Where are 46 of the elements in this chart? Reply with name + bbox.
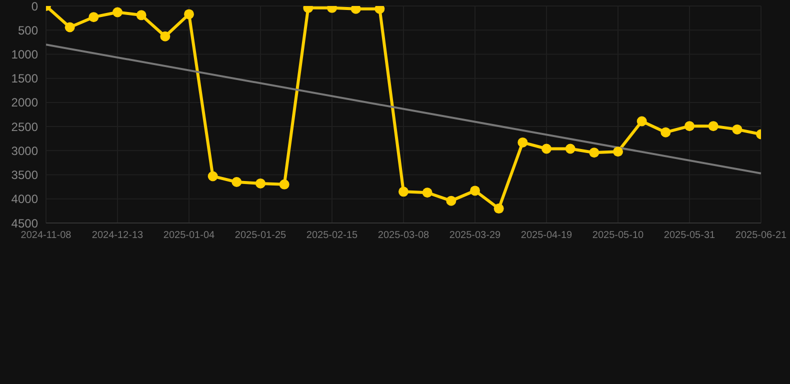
point	[494, 204, 504, 214]
x-tick-label: 2024-11-08	[20, 230, 72, 242]
point	[589, 148, 600, 158]
x-tick-label: 2025-01-25	[234, 230, 287, 242]
point	[708, 121, 718, 132]
point	[470, 186, 480, 196]
point	[422, 188, 432, 198]
point	[184, 9, 194, 20]
y-tick-label: 0	[31, 0, 38, 14]
point	[542, 144, 552, 154]
y-tick-label: 3500	[11, 168, 38, 182]
point	[446, 196, 456, 206]
y-tick-label: 2500	[11, 120, 38, 134]
point	[398, 186, 408, 197]
point	[64, 22, 75, 32]
point	[684, 121, 694, 132]
y-tick-label: 3000	[11, 144, 38, 158]
x-tick-label: 2025-01-04	[163, 230, 216, 242]
x-tick-label: 2025-02-15	[306, 230, 358, 242]
point	[256, 178, 266, 188]
point	[565, 144, 576, 154]
point	[88, 12, 99, 22]
point	[732, 124, 742, 134]
y-tick-label: 1500	[11, 72, 38, 86]
x-tick-label: 2025-03-29	[449, 230, 502, 242]
point	[636, 116, 647, 126]
y-tick-label: 500	[18, 23, 38, 38]
x-tick-label: 2025-04-19	[520, 230, 573, 242]
x-tick-label: 2025-03-08	[378, 230, 430, 242]
point	[208, 171, 218, 182]
x-tick-label: 2025-05-10	[592, 230, 644, 242]
point	[279, 179, 290, 190]
point	[660, 127, 671, 138]
point	[518, 137, 528, 148]
point	[232, 177, 242, 188]
y-tick-label: 1000	[11, 47, 38, 62]
y-tick-label: 4500	[11, 216, 38, 230]
x-tick-label: 2025-05-31	[664, 230, 716, 242]
y-tick-label: 4000	[11, 192, 38, 206]
point	[136, 10, 146, 20]
y-tick-label: 2000	[11, 96, 38, 110]
point	[613, 146, 623, 157]
x-tick-label: 2025-06-21	[735, 230, 788, 242]
point	[112, 7, 122, 18]
point	[160, 31, 170, 42]
x-tick-label: 2024-12-13	[92, 230, 144, 242]
